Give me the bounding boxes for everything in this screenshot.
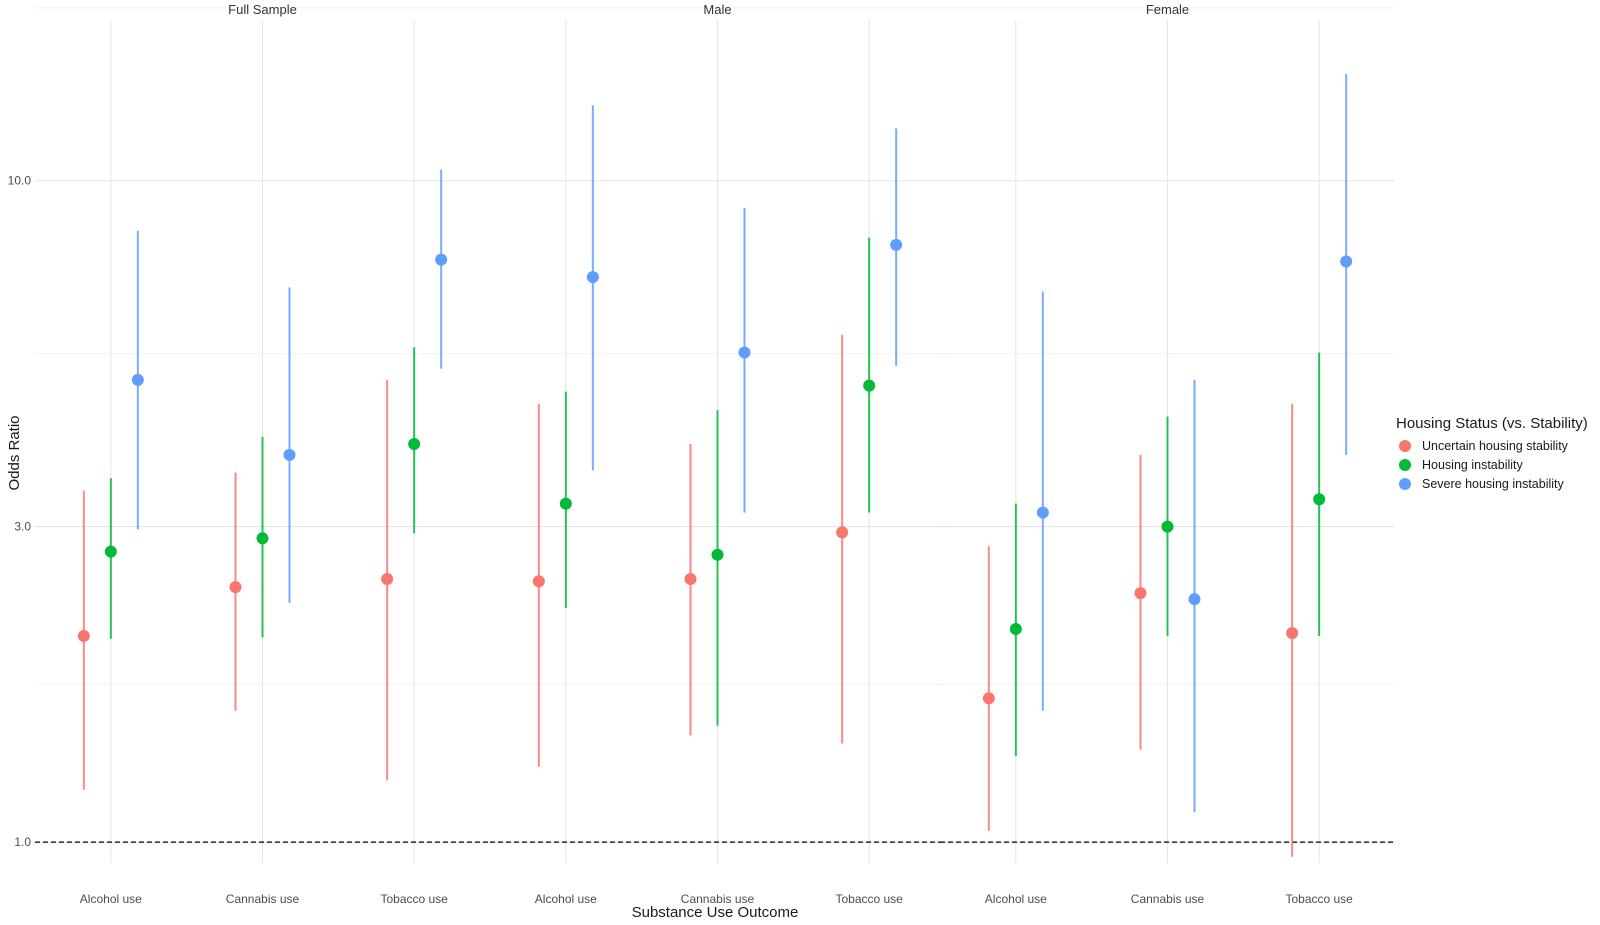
legend-label: Housing instability (1422, 458, 1523, 472)
point-estimate (435, 253, 448, 266)
point-estimate (131, 373, 144, 386)
x-tick-label: Alcohol use (985, 892, 1047, 906)
point-estimate (408, 437, 421, 450)
point-estimate (586, 271, 599, 284)
panel-3: Female Alcohol use Cannabis use Tobacco use (940, 2, 1395, 906)
point-estimate (1161, 520, 1174, 533)
y-tick-label: 1.0 (14, 835, 31, 849)
point-estimate (532, 575, 545, 588)
panels-layer: Full Sample Alcohol use Cannabis use Tobacc… (8, 2, 1395, 906)
x-tick-label: Tobacco use (380, 892, 448, 906)
point-estimate (863, 379, 876, 392)
point-estimate (684, 572, 697, 585)
x-tick-label: Tobacco use (1285, 892, 1353, 906)
point-estimate (283, 448, 296, 461)
point-estimate (104, 545, 117, 558)
point-estimate (229, 581, 242, 594)
point-estimate (1313, 493, 1326, 506)
point-estimate (1340, 255, 1353, 268)
point-estimate (77, 629, 90, 642)
point-estimate (1134, 587, 1147, 600)
legend-key (1399, 478, 1411, 490)
legend-key (1399, 440, 1411, 452)
point-estimate (890, 238, 903, 251)
x-tick-label: Cannabis use (1131, 892, 1205, 906)
x-tick-label: Cannabis use (226, 892, 300, 906)
point-estimate (1036, 506, 1049, 519)
point-estimate (381, 572, 394, 585)
legend: Housing Status (vs. Stability) Uncertain… (1396, 415, 1588, 491)
x-tick-label: Alcohol use (535, 892, 597, 906)
point-estimate (738, 346, 751, 359)
y-tick-label: 3.0 (14, 520, 31, 534)
point-estimate (559, 497, 572, 510)
point-estimate (982, 692, 995, 705)
panel-2: Male Alcohol use Cannabis use Tobacco use (490, 2, 945, 906)
facet-title: Male (703, 2, 731, 17)
y-tick-label: 10.0 (8, 174, 32, 188)
point-estimate (1009, 623, 1022, 636)
legend-label: Severe housing instability (1422, 477, 1564, 491)
point-estimate (836, 526, 849, 539)
point-estimate (1286, 627, 1299, 640)
point-estimate (1188, 593, 1201, 606)
x-tick-label: Tobacco use (835, 892, 903, 906)
x-tick-label: Cannabis use (681, 892, 755, 906)
x-tick-label: Alcohol use (80, 892, 142, 906)
panel-1: Full Sample Alcohol use Cannabis use Tobacc… (35, 2, 490, 906)
legend-label: Uncertain housing stability (1422, 439, 1569, 453)
point-estimate (256, 532, 269, 545)
facet-title: Full Sample (228, 2, 297, 17)
x-axis-title: Substance Use Outcome (632, 904, 799, 921)
point-estimate (711, 548, 724, 561)
y-axis-title: Odds Ratio (6, 415, 23, 490)
legend-title: Housing Status (vs. Stability) (1396, 415, 1588, 432)
legend-key (1399, 459, 1411, 471)
facet-title: Female (1146, 2, 1189, 17)
